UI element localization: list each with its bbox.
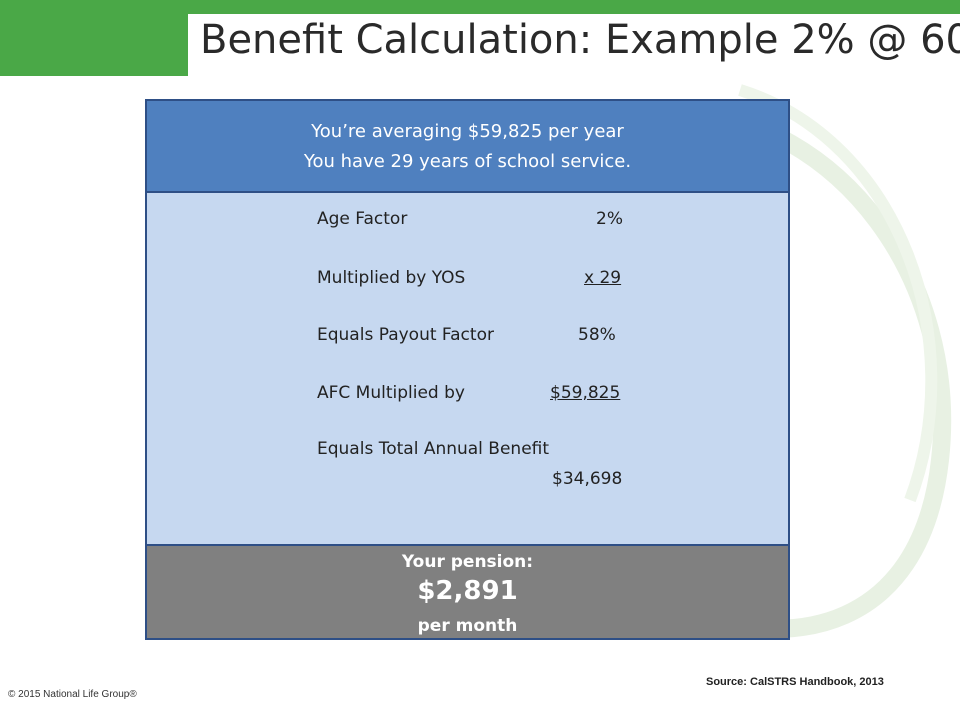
- pension-amount: $2,891: [417, 576, 518, 606]
- afc-value: $59,825: [550, 383, 621, 403]
- calculation-body: Age Factor 2% Multiplied by YOS x 29 Equ…: [147, 193, 788, 546]
- card-header: You’re averaging $59,825 per year You ha…: [147, 101, 788, 193]
- average-salary-text: You’re averaging $59,825 per year: [311, 121, 624, 142]
- pension-label: Your pension:: [401, 552, 534, 572]
- pension-footer: Your pension: $2,891 per month: [147, 544, 788, 638]
- multiplied-value: x 29: [584, 268, 622, 288]
- source-note: Source: CalSTRS Handbook, 2013: [706, 676, 884, 688]
- copyright-note: © 2015 National Life Group®: [8, 689, 137, 700]
- pension-period: per month: [417, 616, 518, 636]
- total-benefit-label: Equals Total Annual Benefit: [317, 439, 550, 459]
- payout-factor-label: Equals Payout Factor: [317, 325, 494, 345]
- age-factor-value: 2%: [596, 209, 623, 229]
- payout-factor-value: 58%: [578, 325, 616, 345]
- total-benefit-value: $34,698: [552, 469, 623, 489]
- multiplied-label: Multiplied by YOS: [317, 268, 466, 288]
- benefit-card: You’re averaging $59,825 per year You ha…: [145, 99, 790, 640]
- decorative-swirl-icon: [679, 84, 952, 638]
- age-factor-label: Age Factor: [317, 209, 408, 229]
- afc-label: AFC Multiplied by: [317, 383, 465, 403]
- service-years-text: You have 29 years of school service.: [303, 151, 632, 172]
- slide-title: Benefit Calculation: Example 2% @ 60: [200, 18, 960, 68]
